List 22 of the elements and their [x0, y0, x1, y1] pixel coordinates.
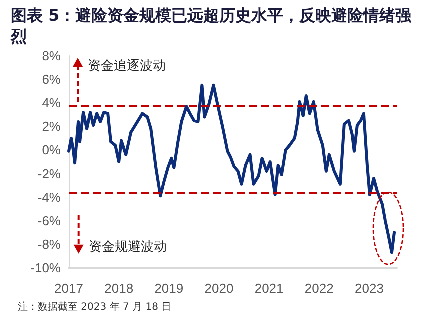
line-series	[68, 84, 396, 254]
annotation: 资金追逐波动	[88, 58, 166, 75]
x-tick-label: 2017	[54, 281, 84, 296]
y-tick-label: -10%	[30, 260, 62, 276]
y-tick-label: 8%	[42, 48, 62, 64]
text: 注：数据截至 2023 年 7 月 18 日	[18, 300, 172, 314]
annotation: 资金规避波动	[88, 238, 167, 256]
y-tick-label: -8%	[38, 236, 62, 252]
x-tick-label: 2021	[254, 281, 284, 296]
x-tick-label: 2023	[354, 281, 384, 296]
y-tick-label: -6%	[38, 213, 62, 228]
x-tick-label: 2020	[204, 281, 234, 296]
y-tick-label: 2%	[42, 119, 62, 134]
x-tick-label: 2022	[304, 281, 334, 296]
y-tick-label: 0%	[42, 142, 62, 158]
chart-title: 图表 5：避险资金规模已远超历史水平，反映避险情绪强烈	[10, 6, 413, 46]
y-tick-label: 4%	[42, 96, 62, 111]
y-tick-label: -4%	[38, 190, 62, 205]
y-tick-label: -2%	[38, 166, 62, 182]
x-tick-label: 2019	[154, 281, 184, 296]
x-tick-label: 2018	[104, 281, 134, 296]
y-tick-label: 6%	[42, 72, 62, 88]
